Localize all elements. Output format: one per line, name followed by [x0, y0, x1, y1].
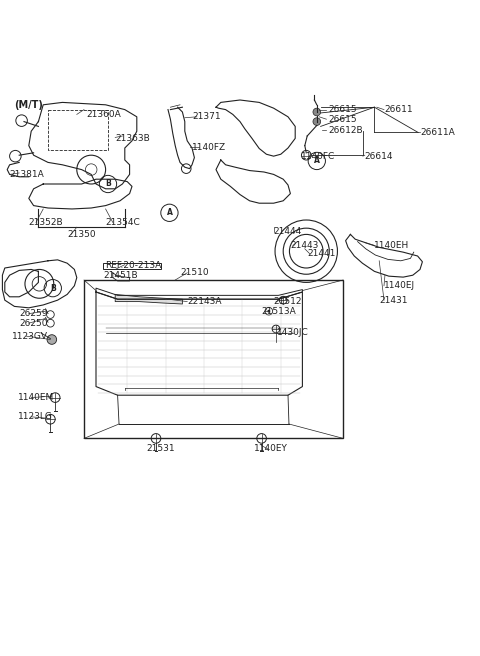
Text: 21513A: 21513A: [262, 307, 296, 316]
Circle shape: [313, 108, 321, 116]
Text: 21360A: 21360A: [86, 110, 121, 119]
Text: 26612B: 26612B: [329, 126, 363, 134]
Text: 26615: 26615: [329, 105, 358, 114]
Text: REF.20-213A: REF.20-213A: [106, 261, 162, 270]
Text: 1123LG: 1123LG: [18, 413, 53, 421]
Text: 22143A: 22143A: [187, 297, 222, 306]
Text: (M/T): (M/T): [14, 100, 43, 110]
Text: 1140EY: 1140EY: [254, 445, 288, 453]
Text: 21371: 21371: [192, 112, 221, 121]
Circle shape: [313, 118, 321, 125]
Text: A: A: [314, 157, 320, 165]
Text: 1140FC: 1140FC: [301, 152, 336, 161]
Text: 21444: 21444: [274, 228, 302, 237]
Text: 1140EM: 1140EM: [18, 393, 55, 402]
Text: 21350: 21350: [67, 230, 96, 239]
Text: 1140EH: 1140EH: [374, 241, 409, 250]
Text: 21363B: 21363B: [115, 134, 150, 143]
Text: 21443: 21443: [290, 241, 319, 250]
Text: 21441: 21441: [307, 249, 336, 258]
Text: 26614: 26614: [365, 152, 393, 161]
Text: 26259: 26259: [19, 309, 48, 318]
Text: 1430JC: 1430JC: [277, 328, 309, 337]
Text: A: A: [167, 209, 172, 217]
Polygon shape: [115, 295, 182, 304]
Text: 26250: 26250: [19, 319, 48, 328]
Text: B: B: [105, 180, 111, 188]
Text: 21531: 21531: [146, 445, 175, 453]
Circle shape: [267, 310, 270, 313]
Text: B: B: [50, 283, 56, 293]
Text: 1140FZ: 1140FZ: [192, 144, 226, 152]
Text: 21510: 21510: [180, 268, 209, 277]
Text: 1123GV: 1123GV: [12, 332, 48, 340]
Text: 21352B: 21352B: [29, 218, 63, 227]
Text: 21512: 21512: [274, 297, 302, 306]
Text: 21354C: 21354C: [106, 218, 140, 227]
Circle shape: [47, 335, 57, 344]
Text: 21431: 21431: [379, 296, 408, 304]
Text: 21451B: 21451B: [103, 271, 138, 279]
Text: 21381A: 21381A: [10, 170, 44, 179]
Text: 26611: 26611: [384, 105, 413, 114]
Text: 26615: 26615: [329, 115, 358, 124]
Text: 26611A: 26611A: [420, 128, 455, 136]
Text: 1140EJ: 1140EJ: [384, 281, 415, 290]
